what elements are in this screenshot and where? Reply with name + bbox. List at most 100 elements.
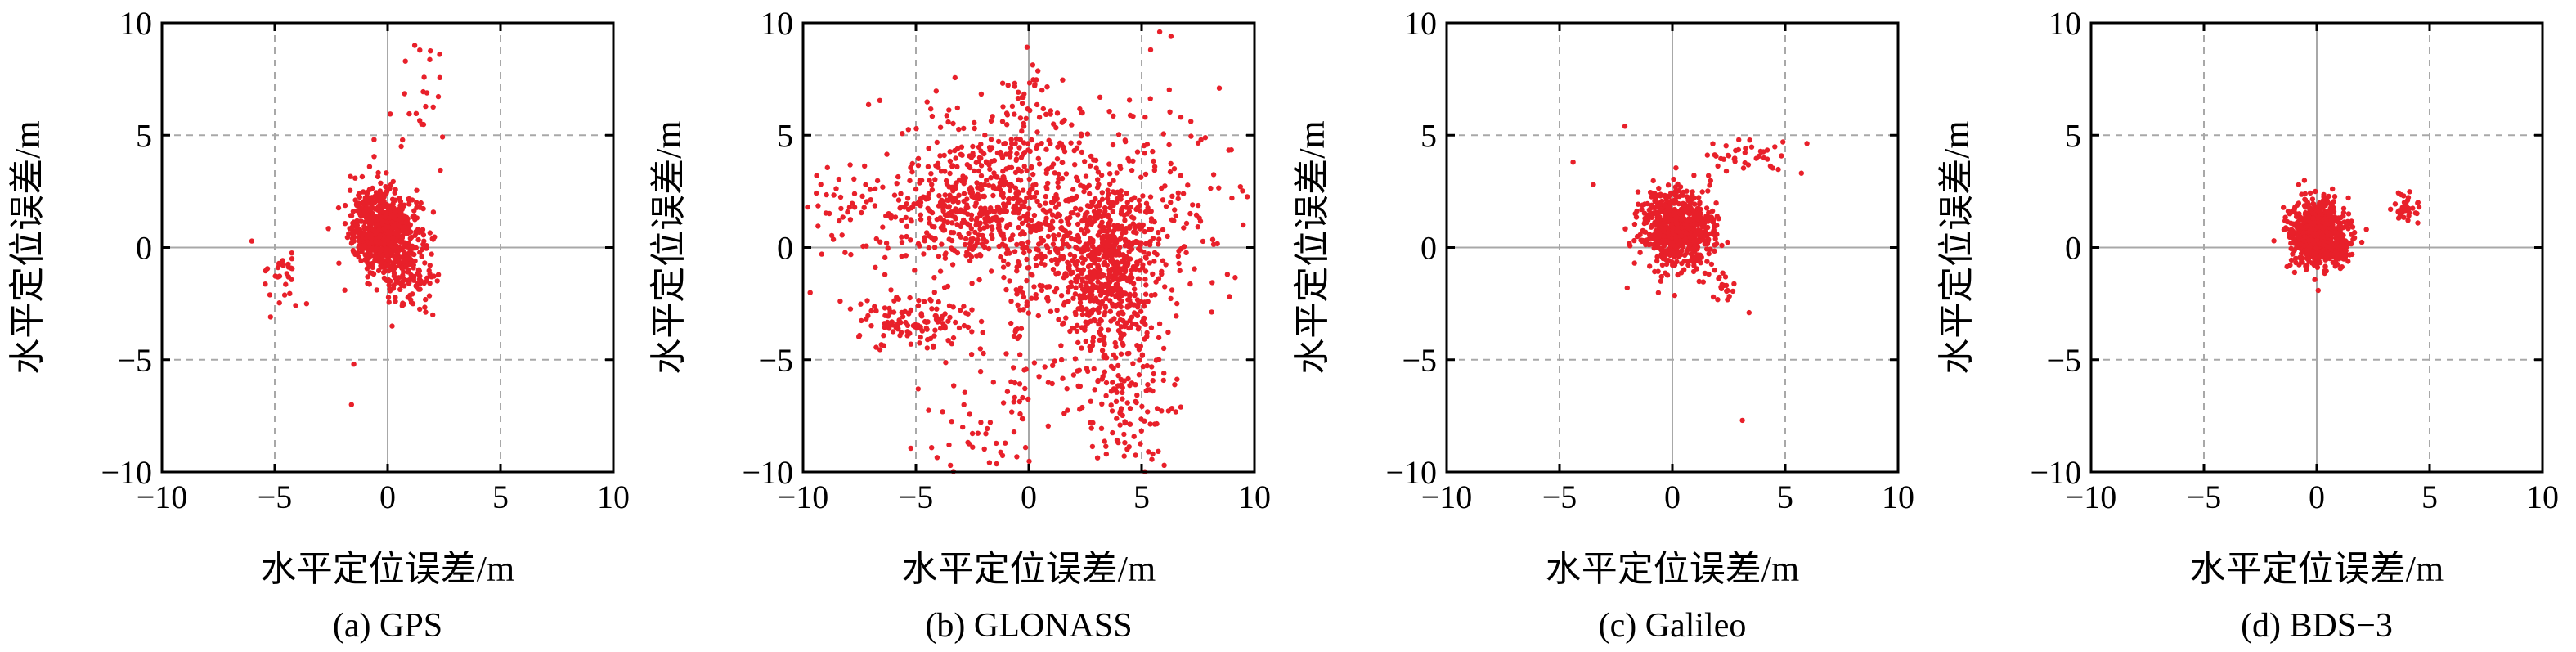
scatter-point [929,306,935,312]
scatter-point [1090,339,1096,344]
scatter-point [1135,205,1141,211]
scatter-point [947,149,953,155]
scatter-point [1687,242,1693,248]
scatter-point [807,290,813,295]
scatter-point [1654,258,1660,264]
scatter-point [1138,308,1144,314]
scatter-point [1091,366,1097,372]
scatter-point [1156,236,1162,242]
scatter-point [1699,254,1704,260]
scatter-point [984,178,990,183]
scatter-point [1764,147,1770,153]
scatter-point [1053,191,1059,198]
scatter-point [939,197,945,203]
scatter-point [381,226,388,232]
scatter-point [1012,380,1018,386]
x-tick-label: 10 [1238,479,1271,515]
scatter-point [1031,212,1038,218]
scatter-point [961,322,967,329]
scatter-point [1665,230,1672,236]
scatter-point [287,290,293,296]
scatter-point [956,126,962,133]
scatter-point [1031,284,1037,290]
scatter-point [1077,299,1084,306]
scatter-point [1115,293,1120,299]
scatter-point [1016,333,1023,339]
scatter-point [1043,200,1048,206]
scatter-point [411,43,418,48]
scatter-point [1067,230,1073,236]
scatter-point [1118,351,1124,357]
scatter-point [2401,214,2407,220]
scatter-point [1008,236,1015,242]
scatter-point [2388,206,2394,212]
scatter-point [1075,212,1081,218]
scatter-point [936,318,942,324]
scatter-point [1712,248,1717,254]
scatter-point [845,209,850,215]
scatter-point [1020,187,1026,193]
scatter-point [919,313,925,319]
scatter-point [837,194,844,200]
scatter-point [958,234,964,240]
scatter-point [1104,229,1111,235]
scatter-point [1103,380,1110,386]
scatter-point [873,344,879,350]
scatter-point [2345,211,2352,217]
scatter-point [1083,218,1089,224]
scatter-point [1048,257,1055,263]
scatter-point [2291,247,2297,254]
scatter-point [1708,246,1713,252]
scatter-point [1147,421,1153,427]
scatter-point [411,277,417,283]
scatter-point [1712,230,1717,236]
scatter-point [1124,320,1129,326]
scatter-point [1639,206,1645,213]
scatter-point [1125,375,1131,382]
scatter-point [1034,129,1040,135]
scatter-point [435,93,442,100]
scatter-point [927,220,932,226]
scatter-point [1020,394,1025,401]
scatter-point [1726,153,1732,159]
scatter-point [2293,259,2299,266]
scatter-point [1034,246,1039,252]
scatter-point [839,232,845,238]
scatter-point [1666,258,1672,263]
scatter-point [1097,223,1103,229]
scatter-point [1154,420,1160,427]
scatter-point [1088,310,1095,316]
scatter-point [1685,262,1691,268]
scatter-point [352,175,358,181]
scatter-point [969,190,976,196]
scatter-point [374,287,379,293]
scatter-point [375,191,381,196]
scatter-point [1706,173,1712,178]
scatter-point [366,255,372,261]
scatter-point [1021,307,1026,313]
scatter-point [384,277,390,284]
scatter-point [1644,237,1650,243]
scatter-point [423,309,429,315]
scatter-point [968,216,975,222]
scatter-point [921,251,927,257]
scatter-point [1093,165,1099,171]
scatter-point [882,324,887,330]
scatter-point [2327,214,2332,219]
x-axis-title: 水平定位误差/m [902,549,1156,589]
scatter-point [1209,309,1214,315]
scatter-point [978,148,984,154]
scatter-point [336,260,342,266]
scatter-point [1208,185,1214,191]
scatter-point [1075,221,1081,227]
scatter-point [1110,142,1116,148]
scatter-point [859,209,864,216]
scatter-point [1007,154,1013,160]
scatter-point [2303,205,2309,210]
scatter-point [954,250,961,256]
scatter-point [2307,207,2313,214]
scatter-point [1119,225,1124,232]
scatter-point [1055,246,1061,252]
scatter-point [1058,218,1064,224]
scatter-point [886,211,891,217]
